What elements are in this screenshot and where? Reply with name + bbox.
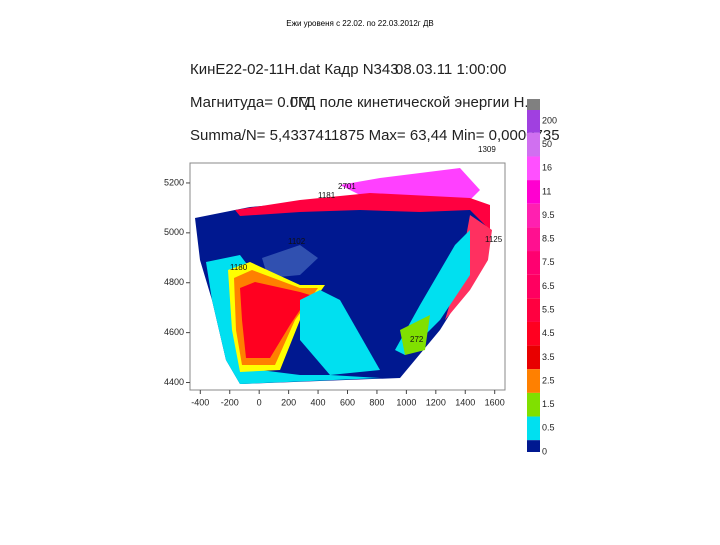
header: Ежи уровеня с 22.02. по 22.03.2012г ДВ xyxy=(286,19,433,28)
station-label: 1125 xyxy=(485,235,503,244)
colorbar-band xyxy=(527,392,540,417)
colorbar-band xyxy=(527,156,540,181)
region xyxy=(240,282,310,358)
file-info: КинE22-02-11H.dat Кадр N343 xyxy=(190,61,399,78)
region xyxy=(400,315,430,355)
colorbar-label: 3.5 xyxy=(542,352,555,362)
colorbar-label: 6.5 xyxy=(542,281,555,291)
x-tick-label: 1400 xyxy=(455,397,475,407)
region xyxy=(262,245,318,278)
x-tick-label: 400 xyxy=(311,397,326,407)
station-label: 2701 xyxy=(338,182,356,191)
colorbar-label: 7.5 xyxy=(542,257,555,267)
station-label: 1309 xyxy=(478,145,496,154)
x-tick-label: 1200 xyxy=(426,397,446,407)
colorbar-band xyxy=(527,132,540,157)
colorbar-band xyxy=(527,203,540,228)
magnitude: Магнитуда= 0.0M xyxy=(190,94,311,111)
y-tick-label: 4400 xyxy=(164,377,184,387)
y-tick-label: 4600 xyxy=(164,327,184,337)
station-label: 1181 xyxy=(318,191,336,200)
x-tick-label: 800 xyxy=(369,397,384,407)
date-info: 08.03.11 1:00:00 xyxy=(395,61,507,78)
x-tick-label: -200 xyxy=(221,397,239,407)
x-tick-label: 0 xyxy=(257,397,262,407)
y-tick-label: 5200 xyxy=(164,177,184,187)
colorbar-label: 50 xyxy=(542,139,552,149)
colorbar-label: 9.5 xyxy=(542,210,555,220)
station-label: 272 xyxy=(410,335,424,344)
x-tick-label: 600 xyxy=(340,397,355,407)
colorbar-band xyxy=(527,251,540,275)
region xyxy=(300,290,380,375)
colorbar-label: 2.5 xyxy=(542,375,555,385)
x-tick-label: -400 xyxy=(191,397,209,407)
colorbar-band xyxy=(527,274,540,299)
colorbar-label: 11 xyxy=(542,186,551,196)
stats: Summa/N= 5,4337411875 Max= 63,44 Min= 0,… xyxy=(190,127,560,144)
colorbar-band xyxy=(527,440,540,452)
region xyxy=(235,193,490,230)
region xyxy=(206,255,380,384)
colorbar-band xyxy=(527,110,540,133)
field-name: ГГД поле кинетической энергии Н. xyxy=(290,94,529,111)
colorbar-label: 5.5 xyxy=(542,305,555,315)
contour-map: 1309 2701 1181 1125 1180 1102 272 xyxy=(189,145,506,391)
y-tick-label: 5000 xyxy=(164,227,184,237)
station-label: 1102 xyxy=(288,237,306,246)
x-tick-label: 1000 xyxy=(396,397,416,407)
colorbar-label: 4.5 xyxy=(542,328,555,338)
y-tick-label: 4800 xyxy=(164,277,184,287)
colorbar-band xyxy=(527,416,540,441)
colorbar-label: 8.5 xyxy=(542,234,555,244)
region xyxy=(340,168,480,200)
colorbar-band xyxy=(527,180,540,204)
colorbar-band xyxy=(527,321,540,346)
colorbar-label: 0 xyxy=(542,446,547,456)
colorbar-label: 16 xyxy=(542,163,552,173)
colorbar-band xyxy=(527,298,540,322)
colorbar-label: 1.5 xyxy=(542,399,555,409)
station-label: 1180 xyxy=(230,263,248,272)
colorbar-cap xyxy=(527,99,540,110)
colorbar-band xyxy=(527,369,540,393)
x-tick-label: 1600 xyxy=(485,397,505,407)
colorbar-band xyxy=(527,345,540,370)
colorbar-label: 0.5 xyxy=(542,423,555,433)
colorbar-label: 200 xyxy=(542,115,557,125)
colorbar-band xyxy=(527,227,540,252)
x-tick-label: 200 xyxy=(281,397,296,407)
